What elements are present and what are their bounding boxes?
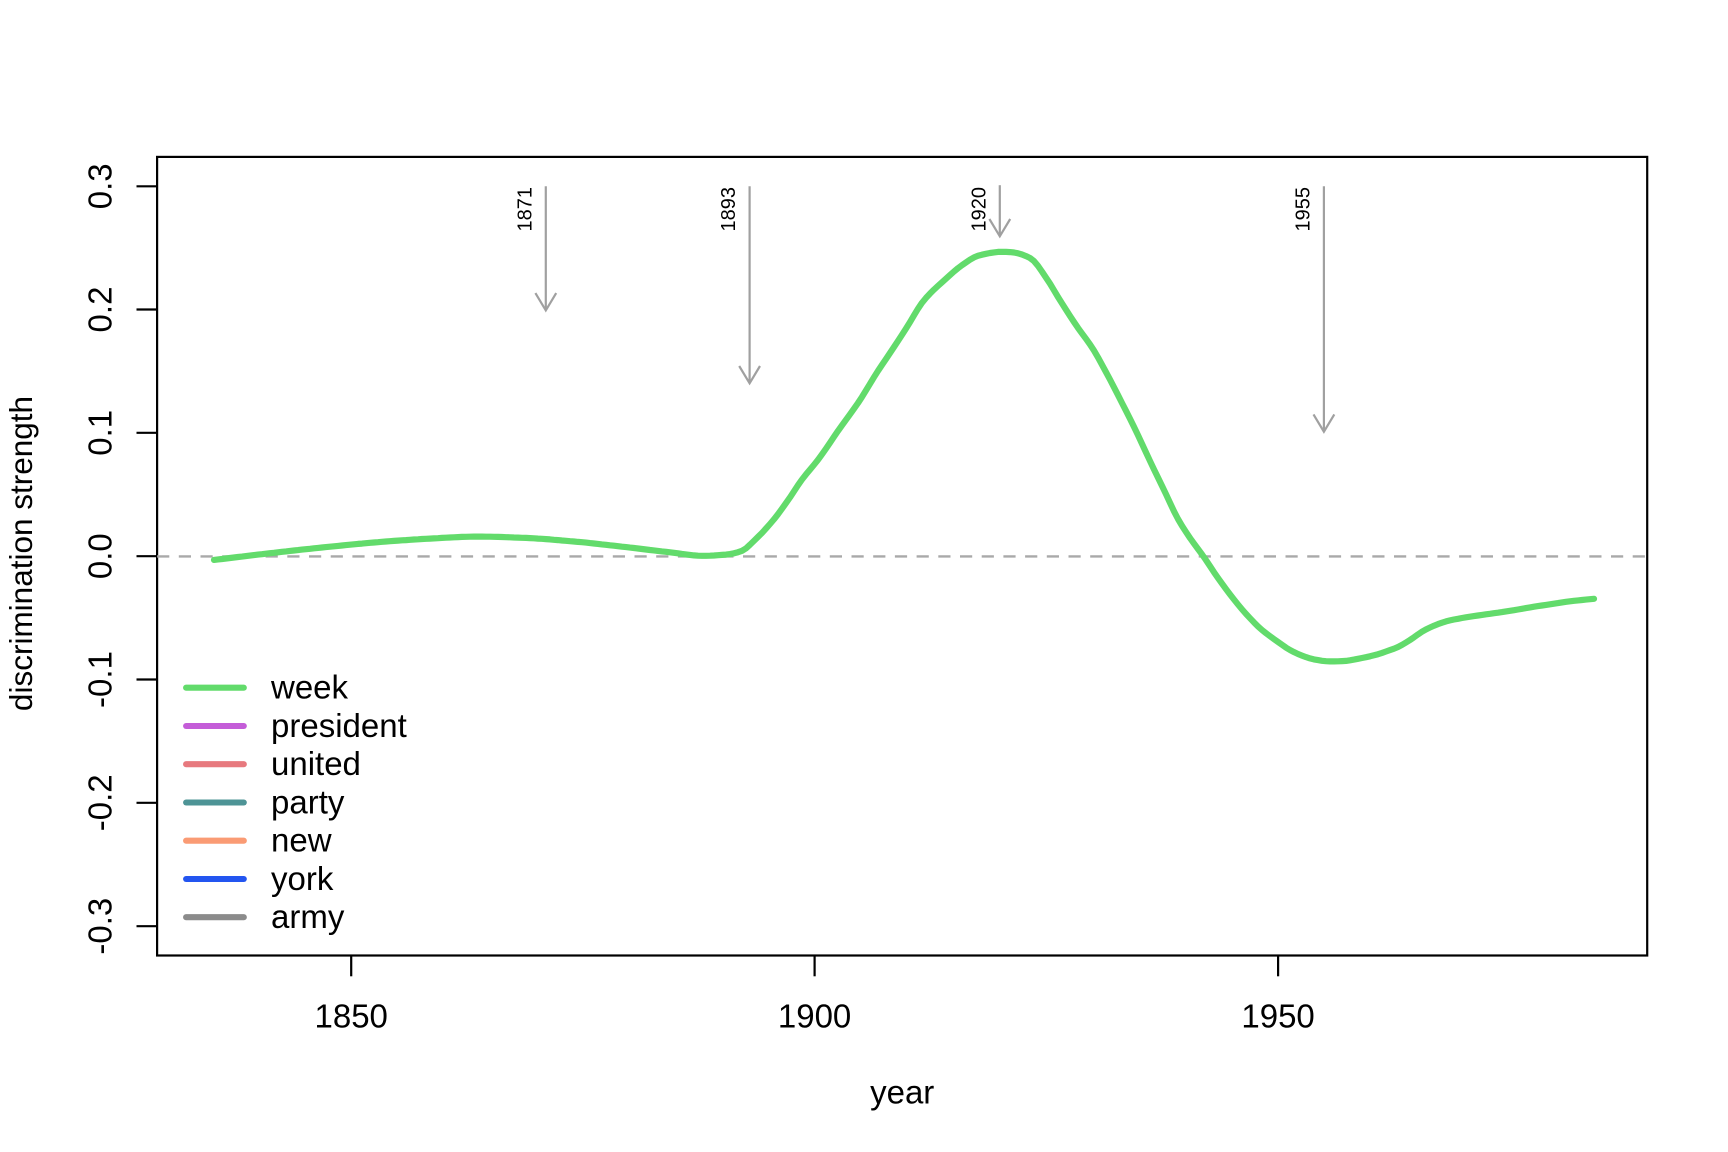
svg-text:0.2: 0.2 <box>82 287 119 333</box>
svg-text:1920: 1920 <box>968 187 990 232</box>
svg-text:1850: 1850 <box>314 997 387 1034</box>
svg-text:0.0: 0.0 <box>82 533 119 579</box>
svg-text:0.1: 0.1 <box>82 410 119 456</box>
svg-text:united: united <box>271 745 361 782</box>
svg-text:army: army <box>271 898 345 935</box>
svg-text:1893: 1893 <box>718 187 740 232</box>
svg-text:president: president <box>271 707 407 744</box>
svg-text:new: new <box>271 822 332 859</box>
svg-text:year: year <box>870 1073 934 1110</box>
svg-text:discrimination strength: discrimination strength <box>3 396 39 711</box>
svg-text:1871: 1871 <box>514 187 536 232</box>
svg-text:0.3: 0.3 <box>82 163 119 209</box>
svg-text:week: week <box>270 669 349 706</box>
svg-text:-0.2: -0.2 <box>82 774 119 831</box>
svg-text:york: york <box>271 860 334 897</box>
svg-text:1950: 1950 <box>1241 997 1314 1034</box>
svg-text:party: party <box>271 784 345 821</box>
svg-text:-0.3: -0.3 <box>82 898 119 955</box>
svg-text:1900: 1900 <box>778 997 851 1034</box>
svg-text:-0.1: -0.1 <box>82 651 119 708</box>
svg-text:1955: 1955 <box>1292 187 1314 232</box>
